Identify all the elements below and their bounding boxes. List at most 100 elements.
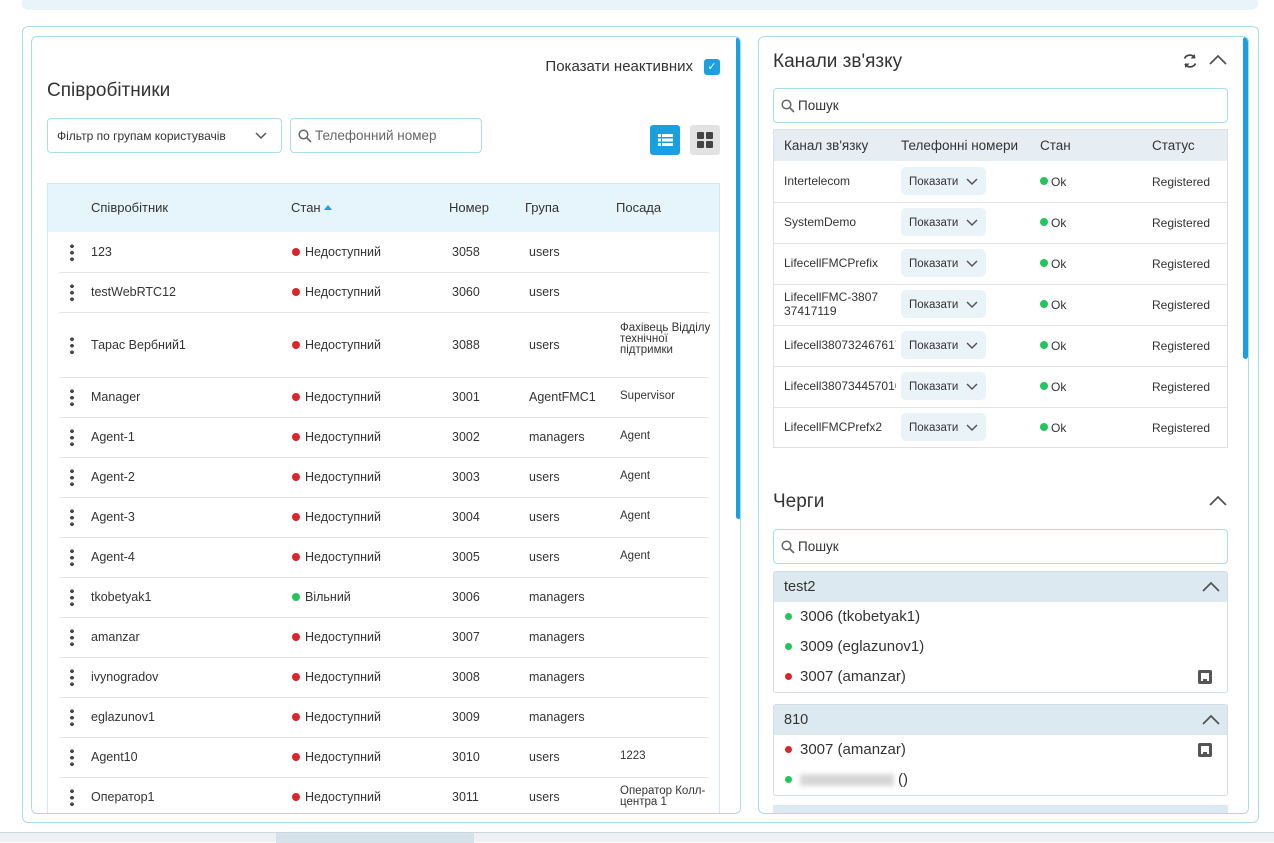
column-header[interactable]: Стан bbox=[291, 200, 321, 215]
chevron-down bbox=[966, 301, 978, 309]
employee-position: Agent bbox=[620, 470, 651, 482]
employee-state: Недоступний bbox=[305, 750, 381, 764]
channel-name: SystemDemo bbox=[784, 215, 857, 229]
employee-number: 3010 bbox=[452, 750, 480, 764]
collapse-icon[interactable] bbox=[1202, 581, 1220, 593]
column-header[interactable]: Статус bbox=[1152, 138, 1195, 153]
checkbox[interactable]: ✓ bbox=[704, 59, 720, 75]
queue-group: test2 3006 (tkobetyak1) 3009 (eglazunov1) 3… bbox=[773, 571, 1228, 693]
employee-group: users bbox=[529, 337, 560, 352]
collapse-icon[interactable] bbox=[1209, 495, 1227, 507]
employee-number: 3011 bbox=[452, 790, 479, 804]
blurred-text bbox=[800, 774, 894, 786]
state-dot bbox=[292, 473, 300, 481]
queue-name: 810 bbox=[784, 712, 809, 728]
employee-group: users bbox=[529, 790, 560, 804]
queue-search[interactable]: Пошук bbox=[773, 529, 1228, 564]
column-header[interactable]: Співробітник bbox=[91, 200, 169, 215]
member-dot bbox=[785, 643, 792, 650]
show-phones-button[interactable]: Показати bbox=[901, 290, 986, 318]
table-header: Співробітник Стан Номер Група Посада bbox=[48, 184, 719, 232]
state-dot bbox=[292, 793, 300, 801]
phone-search[interactable]: Телефонний номер bbox=[290, 118, 482, 153]
employee-number: 3008 bbox=[452, 670, 480, 684]
row-menu[interactable] bbox=[70, 588, 74, 606]
channel-status: Registered bbox=[1152, 175, 1211, 189]
grid-view-button[interactable] bbox=[690, 125, 720, 155]
collapse-icon[interactable] bbox=[1202, 714, 1220, 726]
search-icon bbox=[781, 99, 795, 113]
row-menu[interactable] bbox=[70, 708, 74, 726]
state-dot bbox=[1040, 382, 1048, 390]
channel-name: LifecellFMC-380737417119 bbox=[784, 290, 879, 318]
employee-position: Agent bbox=[620, 550, 651, 562]
row-divider bbox=[59, 497, 709, 498]
queue-action-icon[interactable] bbox=[1198, 670, 1212, 684]
row-menu[interactable] bbox=[70, 388, 74, 406]
employee-state: Недоступний bbox=[305, 390, 381, 404]
employee-state: Недоступний bbox=[305, 430, 381, 444]
channel-search[interactable]: Пошук bbox=[773, 88, 1228, 123]
column-header[interactable]: Група bbox=[525, 200, 560, 215]
chevron-down bbox=[966, 383, 978, 391]
show-phones-button[interactable]: Показати bbox=[901, 331, 986, 359]
top-bar bbox=[22, 0, 1258, 10]
channel-status: Registered bbox=[1152, 421, 1211, 435]
row-menu[interactable] bbox=[70, 335, 74, 354]
show-phones-button[interactable]: Показати bbox=[901, 208, 986, 236]
show-phones-button[interactable]: Показати bbox=[901, 167, 986, 195]
column-header[interactable]: Канал зв'язку bbox=[784, 138, 869, 153]
row-menu[interactable] bbox=[70, 548, 74, 566]
queue-action-icon[interactable] bbox=[1198, 743, 1212, 757]
checkbox-label[interactable]: Показати неактивних bbox=[545, 58, 693, 75]
show-phones-button[interactable]: Показати bbox=[901, 413, 986, 441]
collapse-icon[interactable] bbox=[1209, 54, 1227, 66]
employee-number: 3004 bbox=[452, 510, 480, 524]
state-dot bbox=[292, 593, 300, 601]
row-menu[interactable] bbox=[70, 788, 74, 806]
row-divider bbox=[59, 537, 709, 538]
row-divider bbox=[774, 243, 1227, 244]
channel-state: Ok bbox=[1051, 175, 1067, 189]
button-label: Показати bbox=[909, 176, 959, 188]
employee-state: Недоступний bbox=[305, 337, 381, 352]
employee-name: Тарас Вербний1 bbox=[91, 337, 186, 352]
row-menu[interactable] bbox=[70, 748, 74, 766]
taskbar-tab bbox=[276, 833, 474, 843]
employee-group: managers bbox=[529, 710, 585, 724]
list-view-button[interactable] bbox=[650, 125, 680, 155]
channel-name: Lifecell380734457016 bbox=[784, 379, 896, 393]
row-menu[interactable] bbox=[70, 468, 74, 486]
row-menu[interactable] bbox=[70, 628, 74, 646]
button-label: Показати bbox=[909, 217, 959, 229]
member-dot bbox=[785, 613, 792, 620]
search-placeholder: Пошук bbox=[798, 98, 839, 113]
panel-title: Черги bbox=[773, 491, 825, 512]
refresh-icon[interactable] bbox=[1181, 52, 1199, 70]
member-label: 3007 (amanzar) bbox=[800, 741, 906, 758]
row-menu[interactable] bbox=[70, 243, 74, 261]
queue-header bbox=[773, 805, 1228, 813]
group-filter[interactable]: Фільтр по групам користувачів bbox=[47, 118, 282, 153]
show-phones-button[interactable]: Показати bbox=[901, 249, 986, 277]
row-menu[interactable] bbox=[70, 508, 74, 526]
row-divider bbox=[59, 777, 709, 778]
column-header[interactable]: Посада bbox=[616, 200, 662, 215]
queue-header[interactable]: 810 bbox=[774, 705, 1227, 735]
show-phones-button[interactable]: Показати bbox=[901, 372, 986, 400]
queue-header[interactable]: test2 bbox=[774, 572, 1227, 602]
row-divider bbox=[774, 325, 1227, 326]
employee-state: Вільний bbox=[305, 590, 351, 604]
row-menu[interactable] bbox=[70, 668, 74, 686]
employee-name: testWebRTC12 bbox=[91, 285, 176, 299]
employee-number: 3001 bbox=[452, 390, 480, 404]
row-menu[interactable] bbox=[70, 283, 74, 301]
employee-state: Недоступний bbox=[305, 710, 381, 724]
row-menu[interactable] bbox=[70, 428, 74, 446]
employee-state: Недоступний bbox=[305, 670, 381, 684]
channel-status: Registered bbox=[1152, 216, 1211, 230]
column-header[interactable]: Номер bbox=[449, 200, 490, 215]
row-divider bbox=[774, 284, 1227, 285]
column-header[interactable]: Стан bbox=[1040, 138, 1071, 153]
column-header[interactable]: Телефонні номери bbox=[901, 138, 1019, 153]
